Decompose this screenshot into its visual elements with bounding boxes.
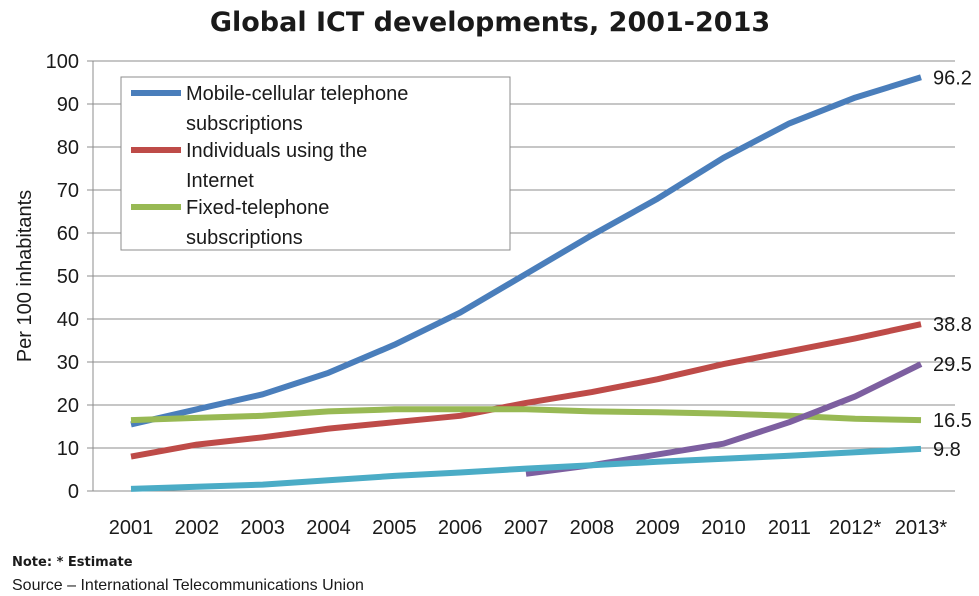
y-tick-label: 50 — [57, 266, 79, 288]
legend-box — [120, 76, 511, 251]
y-tick-label: 0 — [68, 481, 79, 503]
y-tick-label: 70 — [57, 180, 79, 202]
end-label: 29.5 — [933, 354, 972, 376]
series-lines — [130, 74, 923, 492]
x-tick-label: 2013* — [895, 517, 947, 539]
y-tick-label: 10 — [57, 438, 79, 460]
series-line-4 — [130, 445, 922, 492]
y-tick-label: 20 — [57, 395, 79, 417]
series-line-1 — [130, 321, 922, 460]
y-tick-label: 60 — [57, 223, 79, 245]
legend-label: Fixed-telephone subscriptions — [186, 197, 329, 249]
y-tick-label: 30 — [57, 352, 79, 374]
axes — [92, 61, 955, 492]
x-tick-label: 2011 — [768, 517, 811, 539]
chart-title: Global ICT developments, 2001-2013 — [210, 7, 770, 38]
x-tick-label: 2010 — [701, 517, 746, 539]
x-tick-label: 2002 — [175, 517, 220, 539]
series-line-2 — [130, 406, 922, 424]
x-tick-label: 2012* — [829, 517, 881, 539]
x-tick-label: 2004 — [306, 517, 351, 539]
x-tick-labels: 2001 2002 2003 2004 2005 2006 2007 2008 2009 2010… — [109, 517, 948, 539]
end-label: 16.5 — [933, 410, 972, 432]
y-tick-labels: 0 10 20 30 40 50 60 70 80 90 100 — [46, 51, 79, 503]
end-label: 38.8 — [933, 314, 972, 336]
x-tick-label: 2003 — [240, 517, 285, 539]
x-tick-label: 2007 — [504, 517, 549, 539]
legend: Mobile-cellular telephone subscriptionsIn… — [120, 76, 511, 251]
end-labels: 96.2 38.8 16.5 29.5 9.8 — [933, 67, 972, 461]
y-tick-label: 90 — [57, 94, 79, 116]
y-axis-label: Per 100 inhabitants — [14, 190, 36, 362]
source-note: Source – International Telecommunication… — [12, 577, 364, 594]
end-label: 96.2 — [933, 67, 972, 89]
y-tick-label: 40 — [57, 309, 79, 331]
legend-label: Mobile-cellular telephone subscriptions — [186, 83, 408, 135]
x-tick-label: 2001 — [109, 517, 154, 539]
x-tick-label: 2005 — [372, 517, 417, 539]
y-tick-label: 80 — [57, 137, 79, 159]
series-line-0 — [130, 74, 922, 428]
footnote: Note: * Estimate — [12, 555, 133, 570]
x-tick-label: 2008 — [570, 517, 615, 539]
end-label: 9.8 — [933, 439, 961, 461]
x-tick-label: 2009 — [635, 517, 680, 539]
x-tick-label: 2006 — [438, 517, 483, 539]
y-tick-label: 100 — [46, 51, 79, 73]
legend-label: Individuals using the Internet — [186, 140, 367, 192]
